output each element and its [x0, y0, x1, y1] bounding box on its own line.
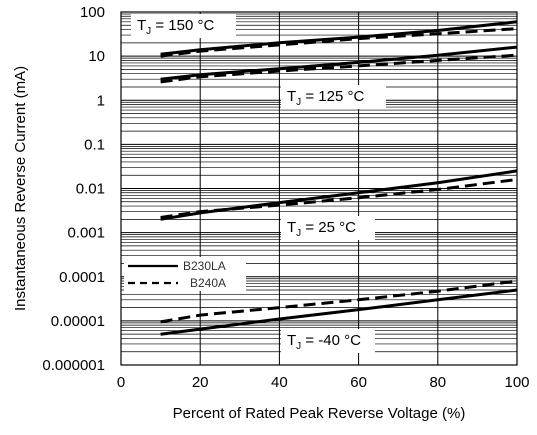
y-axis-title: Instantaneous Reverse Current (mA): [12, 66, 29, 311]
series-layer: [160, 20, 518, 336]
annotation-box: [281, 85, 386, 109]
annotation-text: TJ = 150 °C: [137, 17, 214, 37]
series-line-dashed-125: [160, 53, 518, 84]
annotation-tj-2: TJ = 25 °C: [281, 216, 375, 240]
y-tick-label: 0.01: [76, 181, 105, 198]
y-tick-label: 10: [88, 48, 105, 65]
annotation-text: TJ = 25 °C: [287, 219, 356, 239]
x-axis-title: Percent of Rated Peak Reverse Voltage (%…: [173, 405, 466, 422]
y-tick-label: 100: [80, 4, 105, 21]
x-tick-label: 100: [504, 374, 529, 391]
annotation-text: TJ = 125 °C: [287, 88, 364, 108]
series-line-solid--40: [160, 288, 518, 336]
y-tick-label: 0.001: [67, 225, 105, 242]
temperature-annotations: TJ = 150 °C TJ = 125 °C TJ = 25 °C TJ = -40…: [131, 14, 386, 353]
plot-frame: [120, 11, 518, 366]
x-tick-label: 0: [117, 374, 125, 391]
annotation-box: [131, 14, 236, 38]
series-line-dashed-150: [160, 27, 518, 58]
legend: B230LA B240A: [124, 257, 246, 291]
x-tick-labels: 0 20 40 60 80 100: [117, 374, 530, 391]
x-tick-label: 40: [271, 374, 288, 391]
annotation-text: TJ = -40 °C: [287, 332, 361, 352]
series-line-dashed-25: [160, 178, 518, 219]
series-line-dashed--40: [160, 279, 518, 324]
x-tick-label: 80: [429, 374, 446, 391]
legend-box: [124, 257, 246, 291]
series-line-solid-150: [160, 20, 518, 56]
annotation-tj-1: TJ = 125 °C: [281, 85, 386, 109]
x-tick-label: 60: [350, 374, 367, 391]
annotation-box: [281, 216, 375, 240]
annotation-box: [281, 329, 375, 353]
y-tick-label: 0.00001: [51, 313, 105, 330]
series-line-solid-125: [160, 45, 518, 81]
legend-label-b230la: B230LA: [183, 259, 226, 273]
y-tick-label: 0.1: [84, 136, 105, 153]
y-tick-label: 0.000001: [42, 357, 105, 374]
annotation-tj-0: TJ = 150 °C: [131, 14, 236, 38]
y-tick-labels: 0.000001 0.00001 0.0001 0.001 0.01 0.1 1 10 100: [42, 4, 105, 374]
x-tick-label: 20: [192, 374, 209, 391]
legend-label-b240a: B240A: [190, 276, 226, 290]
y-tick-label: 0.0001: [59, 269, 105, 286]
series-line-solid-25: [160, 169, 518, 221]
y-tick-label: 1: [97, 92, 105, 109]
annotation-tj-3: TJ = -40 °C: [281, 329, 375, 353]
